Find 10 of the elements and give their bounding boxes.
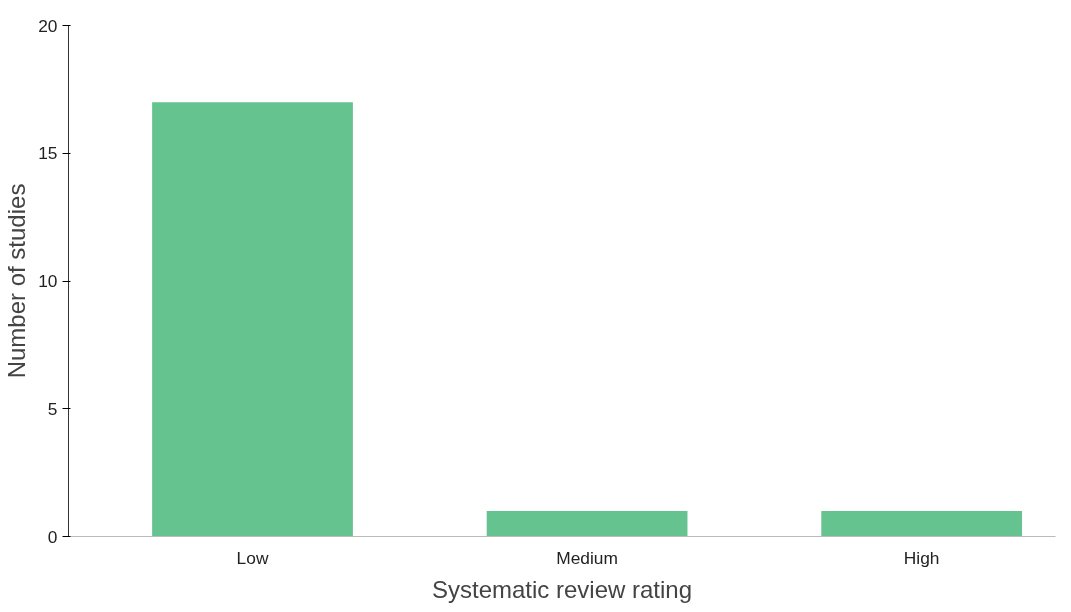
x-axis-title: Systematic review rating	[431, 575, 693, 603]
y-tick-label: 10	[38, 271, 58, 291]
x-tick-label: High	[903, 547, 940, 568]
y-tick-label: 20	[38, 15, 58, 36]
y-tick-label: 5	[47, 398, 58, 419]
y-axis-title: Number of studies	[3, 183, 31, 379]
y-tick-label: 0	[47, 526, 58, 547]
y-tick-label: 15	[38, 143, 58, 164]
x-tick-label: Low	[236, 547, 269, 568]
x-tick-label: Medium	[556, 547, 618, 568]
